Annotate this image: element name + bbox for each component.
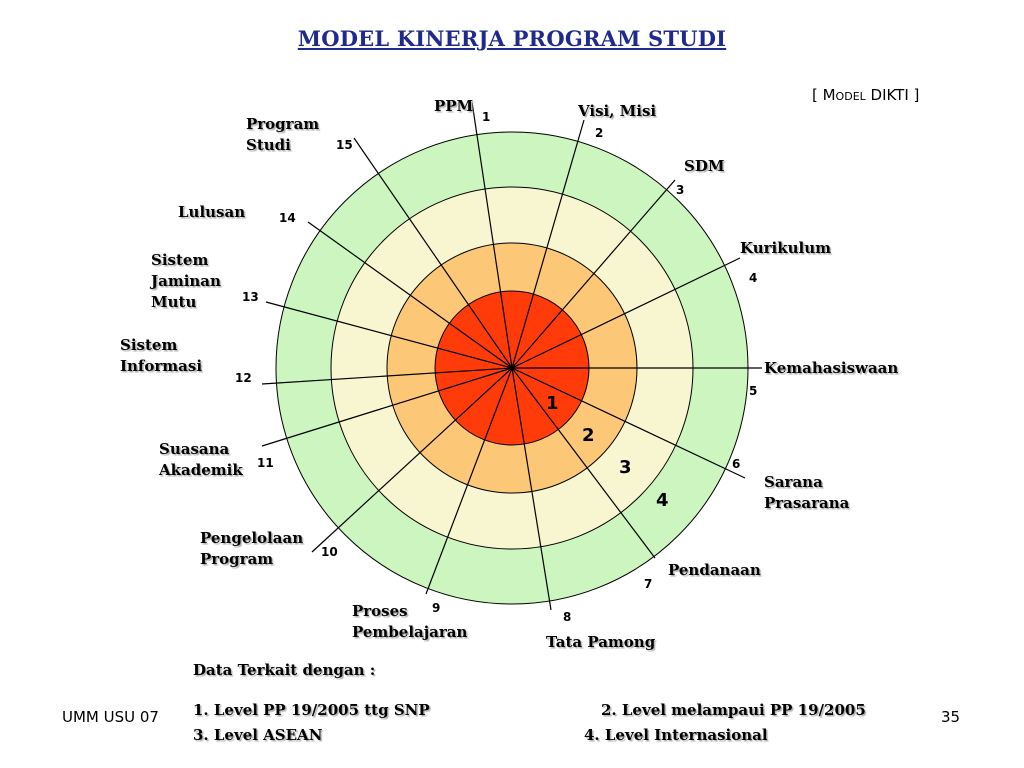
spoke-label-visi-misi: Visi, Misi	[578, 102, 657, 120]
spoke-number-15: 15	[336, 138, 353, 152]
spoke-label-program-studi: Program Studi	[246, 114, 319, 156]
spoke-number-2: 2	[595, 126, 604, 140]
spoke-12	[261, 367, 513, 385]
spoke-label-pengelolaan-program: Pengelolaan Program	[200, 528, 303, 570]
spoke-number-14: 14	[279, 211, 296, 225]
spoke-9	[425, 367, 513, 595]
spoke-number-6: 6	[732, 457, 741, 471]
label-line: Proses	[352, 602, 408, 620]
spoke-number-12: 12	[235, 371, 252, 385]
spoke-label-kurikulum: Kurikulum	[740, 239, 831, 257]
spoke-number-3: 3	[676, 183, 685, 197]
spoke-2	[511, 119, 585, 369]
label-line: Program	[246, 115, 320, 133]
label-line: Prasarana	[764, 494, 850, 512]
spoke-label-sdm: SDM	[684, 157, 725, 175]
footer-label: UMM USU 07	[62, 708, 159, 726]
spoke-6	[511, 367, 746, 479]
spoke-14	[307, 221, 513, 369]
spoke-7	[511, 367, 656, 559]
spoke-11	[261, 367, 513, 447]
label-line: Program	[200, 550, 274, 568]
spoke-3	[511, 179, 676, 369]
spoke-label-kemahasiswaan: Kemahasiswaan	[764, 359, 899, 377]
spoke-number-4: 4	[749, 271, 758, 285]
spoke-lines	[261, 101, 762, 611]
note-level-1: 1. Level PP 19/2005 ttg SNP	[193, 701, 430, 719]
level-marker-3: 3	[619, 457, 632, 478]
spoke-number-8: 8	[563, 610, 572, 624]
label-line: Informasi	[120, 357, 203, 375]
spoke-number-10: 10	[321, 545, 338, 559]
level-marker-1: 1	[546, 393, 559, 414]
spoke-number-9: 9	[432, 601, 441, 615]
spoke-number-7: 7	[644, 577, 653, 591]
spoke-label-sistem-informasi: Sistem Informasi	[120, 335, 202, 377]
spoke-number-1: 1	[482, 110, 491, 124]
label-line: Sistem	[151, 251, 209, 269]
label-line: Studi	[246, 136, 291, 154]
spoke-label-sarana-prasarana: Sarana Prasarana	[764, 472, 849, 514]
spoke-number-13: 13	[242, 290, 259, 304]
page-number: 35	[941, 708, 961, 726]
spoke-label-lulusan: Lulusan	[178, 203, 246, 221]
page-title: MODEL KINERJA PROGRAM STUDI	[297, 26, 727, 51]
label-line: Mutu	[151, 293, 197, 311]
notes-heading: Data Terkait dengan :	[193, 661, 376, 679]
spoke-label-suasana-akademik: Suasana Akademik	[159, 439, 243, 481]
spoke-8	[511, 367, 552, 611]
spoke-10	[311, 367, 513, 553]
spoke-label-proses-pembelajaran: Proses Pembelajaran	[352, 601, 467, 643]
model-tag: [ Model DIKTI ]	[812, 86, 920, 104]
spoke-label-tata-pamong: Tata Pamong	[546, 633, 656, 651]
label-line: Jaminan	[151, 272, 221, 290]
note-level-2: 2. Level melampaui PP 19/2005	[601, 701, 866, 719]
spoke-label-sistem-jaminan-mutu: Sistem Jaminan Mutu	[151, 250, 221, 313]
spoke-label-pendanaan: Pendanaan	[668, 561, 761, 579]
spoke-4	[511, 257, 741, 369]
spoke-13	[265, 301, 513, 369]
spoke-number-5: 5	[749, 384, 758, 398]
note-level-4: 4. Level Internasional	[584, 726, 768, 744]
spoke-number-11: 11	[257, 456, 274, 470]
level-marker-2: 2	[582, 425, 595, 446]
label-line: Sarana	[764, 473, 823, 491]
level-marker-4: 4	[656, 490, 669, 511]
label-line: Pembelajaran	[352, 623, 468, 641]
label-line: Suasana	[159, 440, 230, 458]
label-line: Sistem	[120, 336, 178, 354]
label-line: Akademik	[159, 461, 243, 479]
spoke-label-ppm: PPM	[434, 97, 474, 115]
label-line: Pengelolaan	[200, 529, 304, 547]
spoke-15	[353, 137, 513, 369]
note-level-3: 3. Level ASEAN	[193, 726, 323, 744]
spoke-1	[471, 101, 513, 369]
